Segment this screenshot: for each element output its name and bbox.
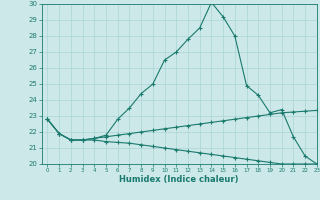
X-axis label: Humidex (Indice chaleur): Humidex (Indice chaleur) (119, 175, 239, 184)
